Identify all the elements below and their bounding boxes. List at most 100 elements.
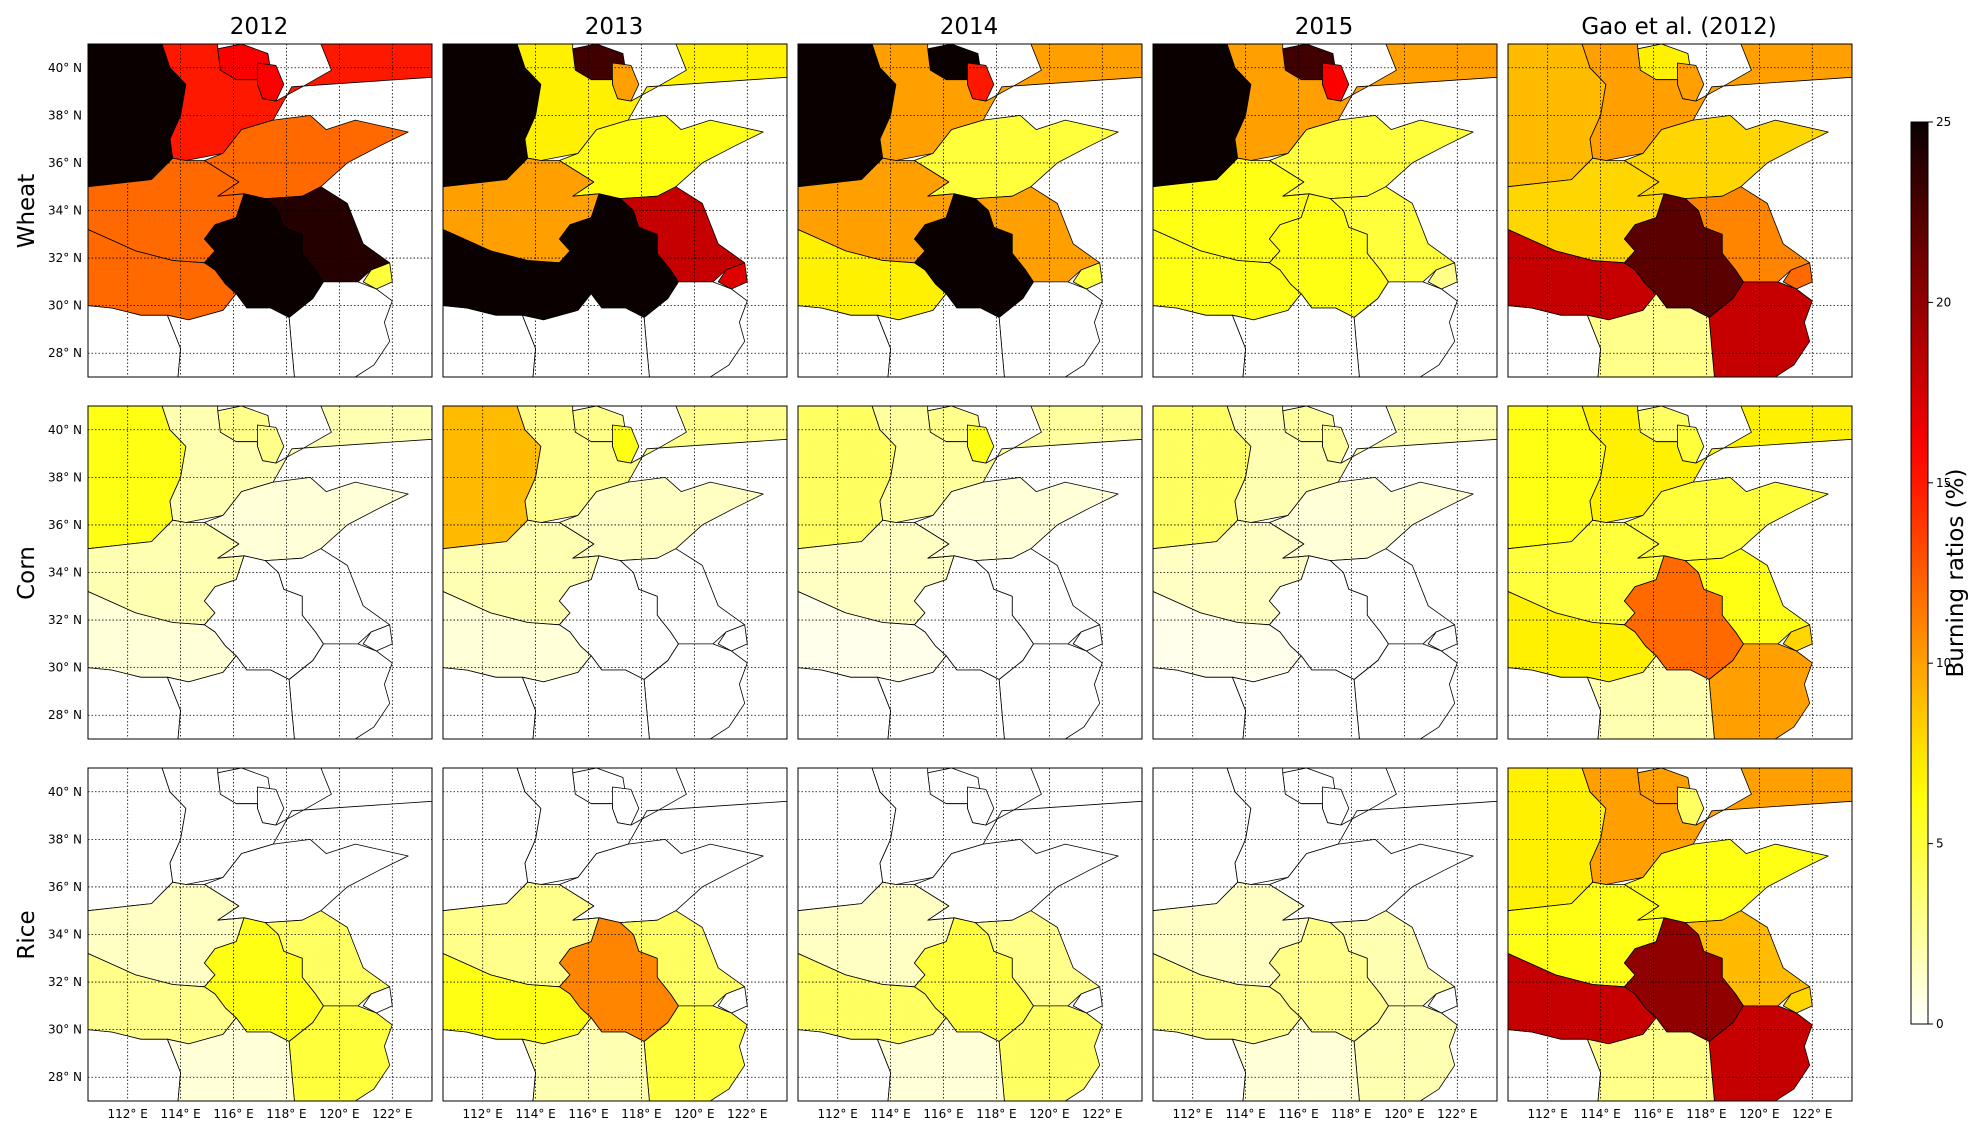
row-labels: Wheat Corn Rice bbox=[14, 174, 40, 960]
region-shanghai bbox=[717, 624, 748, 652]
longitude-tick-label: 114° E bbox=[1580, 1107, 1620, 1121]
region-jiangxi bbox=[522, 1017, 650, 1101]
latitude-axis: 40° N 38° N 36° N 34° N 32° N 30° N 28° N 40° N… bbox=[48, 61, 82, 1084]
latitude-tick-label: 38° N bbox=[48, 470, 82, 484]
longitude-tick-label: 118° E bbox=[1331, 1107, 1371, 1121]
longitude-tick-label: 120° E bbox=[674, 1107, 714, 1121]
region-hebei bbox=[516, 406, 787, 523]
map-panel bbox=[1153, 768, 1497, 1101]
longitude-tick-label: 112° E bbox=[108, 1107, 148, 1121]
region-jiangxi bbox=[522, 293, 650, 377]
longitude-tick-label: 112° E bbox=[818, 1107, 858, 1121]
latitude-tick-label: 38° N bbox=[48, 832, 82, 846]
region-hunan bbox=[88, 667, 182, 739]
map-frame bbox=[1152, 767, 1498, 1102]
longitude-tick-label: 122° E bbox=[372, 1107, 412, 1121]
region-jiangxi bbox=[1232, 1017, 1360, 1101]
latitude-tick-label: 34° N bbox=[48, 204, 82, 218]
region-hebei bbox=[161, 768, 432, 885]
region-hunan bbox=[1153, 667, 1247, 739]
longitude-tick-label: 120° E bbox=[1739, 1107, 1779, 1121]
region-hunan bbox=[1508, 667, 1602, 739]
longitude-axis: 112° E 114° E 116° E 118° E 120° E 122° E 112°… bbox=[108, 1107, 1833, 1121]
latitude-tick-label: 34° N bbox=[48, 566, 82, 580]
map-panel bbox=[443, 768, 787, 1101]
colorbar-tick-label: 0 bbox=[1936, 1017, 1944, 1031]
graticule bbox=[443, 44, 787, 377]
longitude-tick-label: 112° E bbox=[463, 1107, 503, 1121]
region-hunan bbox=[443, 667, 537, 739]
row-label-corn: Corn bbox=[14, 546, 40, 600]
map-panel bbox=[88, 406, 432, 739]
latitude-tick-label: 40° N bbox=[48, 785, 82, 799]
latitude-tick-label: 36° N bbox=[48, 156, 82, 170]
region-hunan bbox=[1153, 305, 1247, 377]
latitude-tick-label: 30° N bbox=[48, 661, 82, 675]
map-frame bbox=[87, 767, 433, 1102]
row-label-wheat: Wheat bbox=[14, 174, 40, 249]
latitude-tick-label: 32° N bbox=[48, 975, 82, 989]
region-shanghai bbox=[1072, 262, 1103, 290]
map-frame bbox=[1152, 43, 1498, 378]
graticule bbox=[798, 406, 1142, 739]
region-hebei bbox=[1581, 406, 1852, 523]
region-hebei bbox=[1581, 768, 1852, 885]
region-hunan bbox=[1153, 1029, 1247, 1101]
longitude-tick-label: 114° E bbox=[1225, 1107, 1265, 1121]
longitude-tick-label: 114° E bbox=[160, 1107, 200, 1121]
region-jiangxi bbox=[877, 1017, 1005, 1101]
map-frame bbox=[1507, 43, 1853, 378]
graticule bbox=[88, 406, 432, 739]
map-panel bbox=[1153, 406, 1497, 739]
row-label-rice: Rice bbox=[14, 910, 40, 959]
map-frame bbox=[1507, 767, 1853, 1102]
map-frame bbox=[87, 43, 433, 378]
graticule bbox=[1508, 406, 1852, 739]
longitude-tick-label: 118° E bbox=[621, 1107, 661, 1121]
map-panel bbox=[88, 768, 432, 1101]
latitude-tick-label: 30° N bbox=[48, 1023, 82, 1037]
region-jiangxi bbox=[166, 293, 295, 377]
region-shanghai bbox=[1072, 624, 1103, 652]
longitude-tick-label: 118° E bbox=[976, 1107, 1016, 1121]
latitude-tick-label: 36° N bbox=[48, 518, 82, 532]
map-panel bbox=[798, 406, 1142, 739]
region-shanghai bbox=[717, 986, 748, 1014]
map-panel bbox=[443, 406, 787, 739]
region-jiangxi bbox=[1587, 1017, 1715, 1101]
latitude-tick-label: 38° N bbox=[48, 108, 82, 122]
region-jiangxi bbox=[166, 1017, 295, 1101]
region-shanghai bbox=[362, 986, 393, 1014]
longitude-tick-label: 116° E bbox=[213, 1107, 253, 1121]
latitude-tick-label: 28° N bbox=[48, 708, 82, 722]
longitude-tick-label: 120° E bbox=[319, 1107, 359, 1121]
graticule bbox=[798, 44, 1142, 377]
region-jiangxi bbox=[522, 655, 650, 739]
map-panels bbox=[87, 43, 1853, 1102]
longitude-tick-label: 116° E bbox=[923, 1107, 963, 1121]
graticule bbox=[88, 44, 432, 377]
colorbar-tick-label: 20 bbox=[1936, 295, 1951, 309]
column-titles: 2012 2013 2014 2015 Gao et al. (2012) bbox=[230, 14, 1777, 40]
region-hebei bbox=[1226, 768, 1497, 885]
region-jiangxi bbox=[877, 655, 1005, 739]
latitude-tick-label: 30° N bbox=[48, 299, 82, 313]
map-panel bbox=[443, 44, 787, 377]
graticule bbox=[1508, 768, 1852, 1101]
map-frame bbox=[797, 767, 1143, 1102]
graticule bbox=[443, 768, 787, 1101]
column-title-2015: 2015 bbox=[1295, 14, 1354, 40]
colorbar-gradient bbox=[1910, 121, 1929, 1025]
longitude-tick-label: 112° E bbox=[1173, 1107, 1213, 1121]
region-shanghai bbox=[1782, 262, 1813, 290]
colorbar-tick-label: 10 bbox=[1936, 656, 1951, 670]
map-frame bbox=[87, 405, 433, 740]
longitude-tick-label: 112° E bbox=[1528, 1107, 1568, 1121]
longitude-tick-label: 122° E bbox=[727, 1107, 767, 1121]
latitude-tick-label: 40° N bbox=[48, 423, 82, 437]
region-hebei bbox=[871, 406, 1142, 523]
map-panel bbox=[1508, 406, 1852, 739]
longitude-tick-label: 120° E bbox=[1029, 1107, 1069, 1121]
region-hunan bbox=[443, 305, 537, 377]
